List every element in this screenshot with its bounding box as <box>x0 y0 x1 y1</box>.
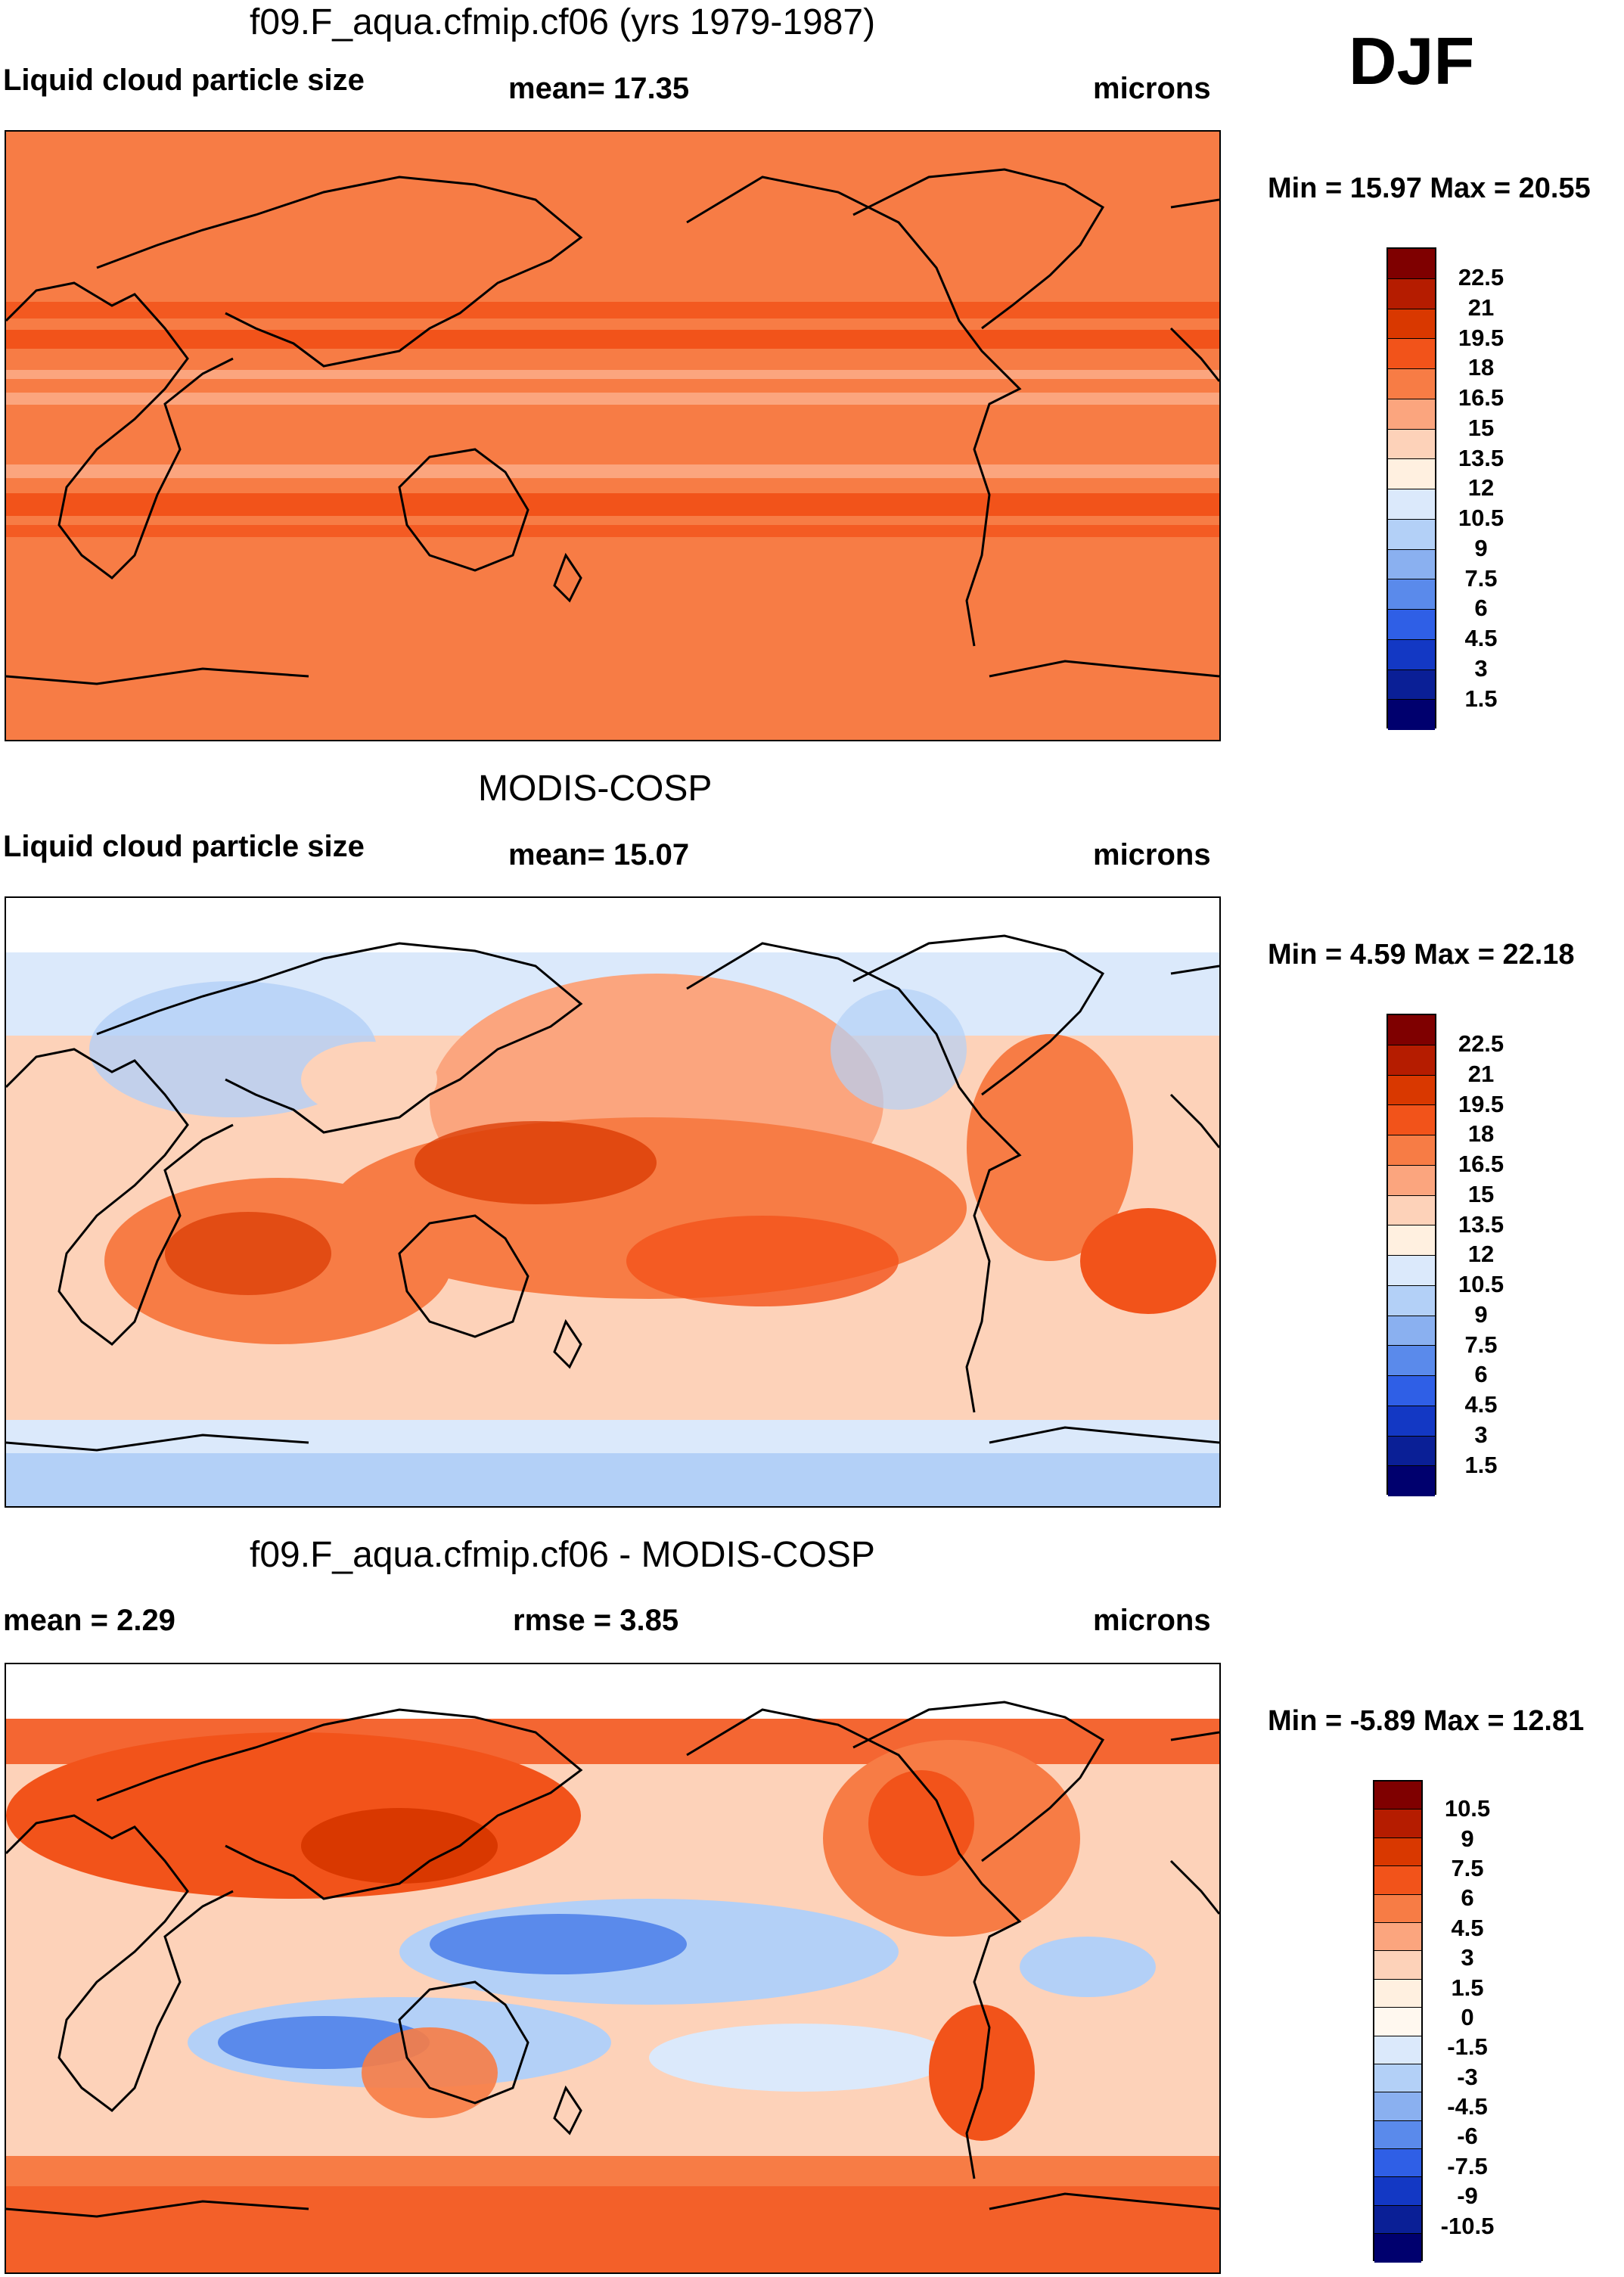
panel-3-rmse-label: rmse = 3.85 <box>513 1604 679 1637</box>
panel-2-colorbar-tick: 19.5 <box>1458 1091 1504 1117</box>
panel-3-colorbar-tick: 7.5 <box>1451 1855 1484 1881</box>
panel-2-colorbar-tick: 4.5 <box>1464 1391 1498 1418</box>
panel-3-colorbar-tick: -1.5 <box>1447 2033 1488 2060</box>
panel-1-units-label: microns <box>1093 72 1211 105</box>
panel-1-colorbar-tick: 7.5 <box>1464 565 1498 592</box>
panel-2-colorbar-tick: 10.5 <box>1458 1271 1504 1297</box>
panel-2-colorbar <box>1386 1014 1436 1496</box>
panel-3-colorbar-tick: -10.5 <box>1440 2213 1495 2239</box>
panel-2-colorbar-tick: 13.5 <box>1458 1211 1504 1238</box>
panel-1-colorbar-tick: 22.5 <box>1458 264 1504 290</box>
panel-1-colorbar-tick: 19.5 <box>1458 325 1504 351</box>
panel-3-mean-label: mean = 2.29 <box>3 1604 175 1637</box>
panel-3-colorbar-tick: -3 <box>1457 2064 1478 2090</box>
panel-1-colorbar-tick: 12 <box>1467 474 1495 501</box>
panel-2-colorbar-tick: 1.5 <box>1464 1452 1498 1478</box>
panel-1-colorbar-tick: 13.5 <box>1458 445 1504 471</box>
panel-2-colorbar-tick: 9 <box>1474 1301 1488 1328</box>
panel-2-colorbar-tick: 3 <box>1474 1421 1488 1448</box>
panel-1-colorbar-tick: 18 <box>1467 354 1495 381</box>
panel-1-colorbar-tick: 9 <box>1474 535 1488 561</box>
panel-2-colorbar-tick: 18 <box>1467 1120 1495 1147</box>
season-label: DJF <box>1349 23 1475 98</box>
panel-2-variable-label: Liquid cloud particle size <box>3 830 365 863</box>
panel-1-map <box>5 130 1221 741</box>
panel-2-colorbar-tick: 7.5 <box>1464 1331 1498 1358</box>
panel-3-map <box>5 1663 1221 2274</box>
panel-3-map-svg <box>6 1664 1219 2272</box>
panel-3-units-label: microns <box>1093 1604 1211 1637</box>
panel-1-map-svg <box>6 132 1219 740</box>
panel-1-colorbar <box>1386 247 1436 730</box>
panel-1-minmax: Min = 15.97 Max = 20.55 <box>1268 172 1591 204</box>
panel-1-colorbar-tick: 10.5 <box>1458 505 1504 531</box>
panel-2-title: MODIS-COSP <box>478 769 713 809</box>
panel-2-mean-label: mean= 15.07 <box>508 838 690 871</box>
panel-2-coastlines <box>6 934 1219 1452</box>
panel-3-title: f09.F_aqua.cfmip.cf06 - MODIS-COSP <box>250 1535 875 1575</box>
panel-3-colorbar-tick: -9 <box>1457 2182 1478 2209</box>
panel-3-minmax: Min = -5.89 Max = 12.81 <box>1268 1705 1585 1737</box>
panel-2-colorbar-tick: 16.5 <box>1458 1151 1504 1177</box>
panel-2-minmax: Min = 4.59 Max = 22.18 <box>1268 939 1575 971</box>
panel-3-colorbar-tick: -4.5 <box>1447 2093 1488 2120</box>
panel-3-colorbar-tick: -7.5 <box>1447 2153 1488 2179</box>
panel-2-colorbar-tick: 12 <box>1467 1241 1495 1267</box>
panel-2-units-label: microns <box>1093 838 1211 871</box>
panel-3-colorbar-tick: 1.5 <box>1451 1974 1484 2001</box>
panel-1-colorbar-tick: 6 <box>1474 595 1488 621</box>
panel-2-colorbar-tick: 22.5 <box>1458 1030 1504 1057</box>
panel-1-colorbar-tick: 3 <box>1474 655 1488 682</box>
panel-2-colorbar-tick: 6 <box>1474 1361 1488 1387</box>
panel-3-colorbar-tick: 6 <box>1461 1884 1474 1911</box>
panel-1-title: f09.F_aqua.cfmip.cf06 (yrs 1979-1987) <box>250 2 876 42</box>
panel-3-colorbar-tick: 4.5 <box>1451 1915 1484 1941</box>
panel-1-colorbar-tick: 1.5 <box>1464 685 1498 712</box>
panel-3-colorbar-tick: 9 <box>1461 1825 1474 1852</box>
panel-1-colorbar-tick: 16.5 <box>1458 384 1504 411</box>
panel-2-colorbar-tick: 15 <box>1467 1181 1495 1207</box>
panel-1-colorbar-tick: 4.5 <box>1464 625 1498 651</box>
panel-3-colorbar <box>1373 1780 1423 2263</box>
panel-3-colorbar-tick: -6 <box>1457 2123 1478 2149</box>
panel-1-colorbar-tick: 15 <box>1467 415 1495 441</box>
panel-3-colorbar-tick: 0 <box>1461 2004 1474 2030</box>
panel-1-colorbar-tick: 21 <box>1467 294 1495 321</box>
panel-2-map-svg <box>6 898 1219 1506</box>
panel-2-colorbar-tick: 21 <box>1467 1061 1495 1087</box>
panel-1-variable-label: Liquid cloud particle size <box>3 64 365 97</box>
panel-1-mean-label: mean= 17.35 <box>508 72 690 105</box>
panel-3-colorbar-tick: 10.5 <box>1444 1795 1491 1822</box>
panel-3-colorbar-tick: 3 <box>1461 1944 1474 1971</box>
panel-3-coastlines <box>6 1701 1219 2218</box>
panel-2-map <box>5 896 1221 1508</box>
panel-1-coastlines <box>6 168 1219 685</box>
